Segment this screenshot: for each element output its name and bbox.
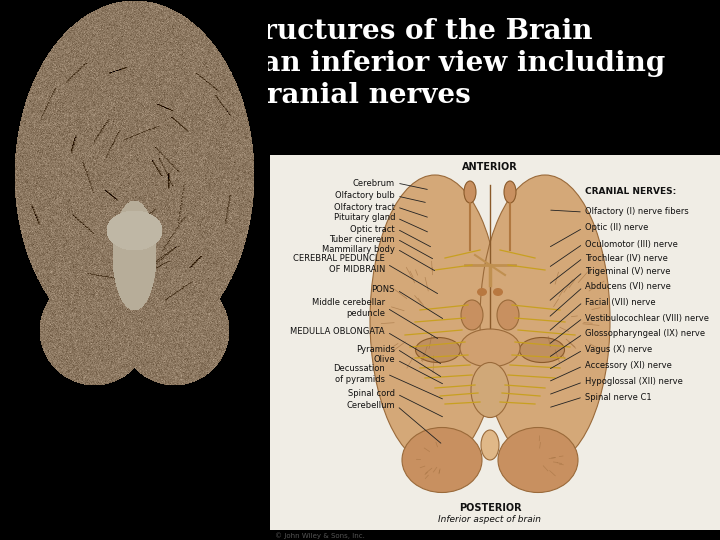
Ellipse shape — [471, 362, 509, 417]
Text: Mammillary body: Mammillary body — [322, 245, 395, 253]
Text: Olive: Olive — [374, 355, 395, 364]
Text: Pituitary gland: Pituitary gland — [333, 213, 395, 222]
Text: Optic (II) nerve: Optic (II) nerve — [585, 224, 649, 233]
Text: MEDULLA OBLONGATA: MEDULLA OBLONGATA — [290, 327, 385, 336]
Ellipse shape — [481, 430, 499, 460]
Ellipse shape — [497, 300, 519, 330]
Text: Inferior aspect of brain: Inferior aspect of brain — [438, 515, 541, 524]
Text: Optic tract: Optic tract — [351, 225, 395, 233]
Text: Middle cerebellar
peduncle: Middle cerebellar peduncle — [312, 298, 385, 318]
Text: Olfactory (I) nerve fibers: Olfactory (I) nerve fibers — [585, 207, 689, 217]
Text: © John Wiley & Sons, Inc.: © John Wiley & Sons, Inc. — [275, 532, 365, 539]
Text: Tuber cinereum: Tuber cinereum — [329, 234, 395, 244]
Text: Vagus (X) nerve: Vagus (X) nerve — [585, 346, 652, 354]
Text: cranial nerves: cranial nerves — [250, 82, 470, 109]
Text: Spinal nerve C1: Spinal nerve C1 — [585, 393, 652, 402]
Text: Olfactory bulb: Olfactory bulb — [336, 192, 395, 200]
Text: Hypoglossal (XII) nerve: Hypoglossal (XII) nerve — [585, 377, 683, 387]
Ellipse shape — [504, 181, 516, 203]
Ellipse shape — [520, 338, 564, 362]
Ellipse shape — [477, 288, 487, 296]
Text: as seen from an inferior view including: as seen from an inferior view including — [55, 50, 665, 77]
Ellipse shape — [498, 428, 578, 492]
Ellipse shape — [370, 175, 500, 465]
Text: Trochlear (IV) nerve: Trochlear (IV) nerve — [585, 253, 668, 262]
Text: Glossopharyngeal (IX) nerve: Glossopharyngeal (IX) nerve — [585, 329, 705, 339]
Text: Facial (VII) nerve: Facial (VII) nerve — [585, 298, 656, 307]
Text: Oculomotor (III) nerve: Oculomotor (III) nerve — [585, 240, 678, 248]
Ellipse shape — [464, 181, 476, 203]
Ellipse shape — [415, 338, 461, 362]
Ellipse shape — [493, 288, 503, 296]
Text: ANTERIOR: ANTERIOR — [462, 162, 518, 172]
Text: Pyramids: Pyramids — [356, 345, 395, 354]
Text: Abducens (VI) nerve: Abducens (VI) nerve — [585, 282, 671, 292]
Ellipse shape — [460, 329, 520, 367]
Ellipse shape — [402, 428, 482, 492]
Ellipse shape — [480, 175, 610, 465]
Text: Olfactory tract: Olfactory tract — [334, 202, 395, 212]
Bar — [270, 155, 720, 530]
Ellipse shape — [461, 300, 483, 330]
Text: Decussation
of pyramids: Decussation of pyramids — [333, 364, 385, 384]
Text: POSTERIOR: POSTERIOR — [459, 503, 521, 513]
Text: Vestibulocochlear (VIII) nerve: Vestibulocochlear (VIII) nerve — [585, 314, 709, 322]
Text: CRANIAL NERVES:: CRANIAL NERVES: — [585, 187, 676, 197]
Text: Major Structures of the Brain: Major Structures of the Brain — [127, 18, 593, 45]
Text: Spinal cord: Spinal cord — [348, 389, 395, 399]
Text: Cerebrum: Cerebrum — [353, 179, 395, 187]
Text: Cerebellum: Cerebellum — [346, 402, 395, 410]
Text: Accessory (XI) nerve: Accessory (XI) nerve — [585, 361, 672, 370]
Text: PONS: PONS — [372, 286, 395, 294]
Text: CEREBRAL PEDUNCLE
OF MIDBRAIN: CEREBRAL PEDUNCLE OF MIDBRAIN — [293, 254, 385, 274]
Text: Trigeminal (V) nerve: Trigeminal (V) nerve — [585, 267, 670, 276]
